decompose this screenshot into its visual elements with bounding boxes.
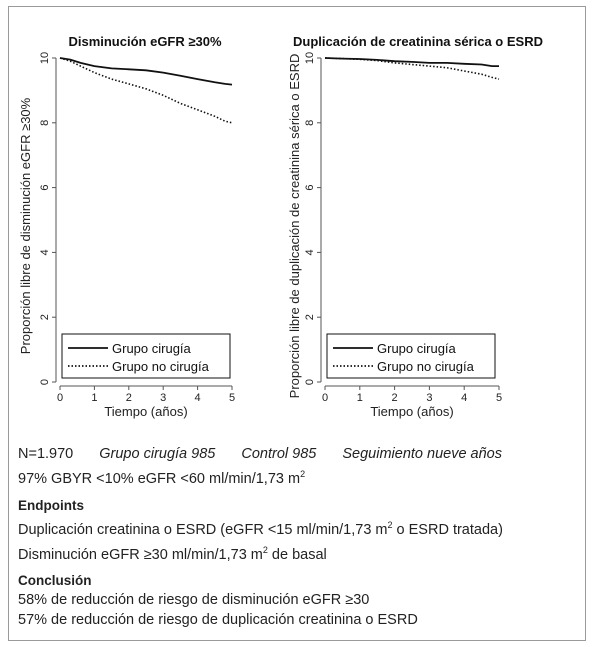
- conclusion-title: Conclusión: [18, 573, 92, 589]
- chart-egfr-x-tick-label: 5: [229, 392, 235, 404]
- chart-egfr-x-tick-label: 1: [91, 392, 97, 404]
- chart-creat-y-tick-label: 2: [304, 314, 316, 320]
- chart-egfr-y-axis-label: Proporción libre de disminución eGFR ≥30…: [18, 97, 33, 354]
- chart-egfr-legend-label: Grupo no cirugía: [112, 359, 210, 374]
- chart-egfr-x-axis-label: Tiempo (años): [104, 404, 187, 419]
- follow-up: Seguimiento nueve años: [342, 446, 502, 462]
- chart-creat-y-tick-label: 4: [304, 249, 316, 255]
- endpoints-title: Endpoints: [18, 497, 84, 513]
- chart-egfr-x-tick-label: 0: [57, 392, 63, 404]
- chart-creat-y-tick-label: 0: [304, 379, 316, 385]
- endpoint-1-end: o ESRD tratada): [392, 521, 503, 538]
- chart-creat-y-tick-label: 8: [304, 120, 316, 126]
- chart-egfr-series-cirugia-line: [59, 57, 233, 86]
- chart-creat-x-axis-label: Tiempo (años): [370, 404, 453, 419]
- population-text: 97% GBYR <10% eGFR <60 ml/min/1,73 m: [18, 470, 301, 487]
- endpoint-2: Disminución eGFR ≥30 ml/min/1,73 m2 de b…: [18, 540, 578, 565]
- endpoint-2-end: de basal: [267, 546, 327, 563]
- chart-creat-x-tick-label: 5: [496, 392, 502, 404]
- charts-area: Disminución eGFR ≥30%0 1 2 3 4 50246810Tiempo…: [18, 34, 543, 419]
- figure-frame: [8, 6, 586, 641]
- chart-creat-y-tick-label: 10: [304, 52, 316, 64]
- chart-egfr-y-tick-label: 10: [39, 52, 51, 64]
- chart-creat-legend-box: [326, 333, 496, 379]
- endpoint-1-sup: 2: [387, 519, 393, 530]
- chart-creat-x-tick-label: 3: [426, 392, 432, 404]
- chart-egfr-y-tick-label: 0: [39, 379, 51, 385]
- chart-creat-x-tick-label: 1: [357, 392, 363, 404]
- chart-creat-x-tick-label: 4: [461, 392, 467, 404]
- chart-creat-legend-label: Grupo cirugía: [377, 341, 457, 356]
- chart-egfr-x-tick-label: 2: [126, 392, 132, 404]
- sample-size: N=1.970: [18, 446, 74, 462]
- control-group: Control 985: [241, 446, 317, 462]
- surgery-group: Grupo cirugía 985: [99, 446, 216, 462]
- chart-egfr-legend-label: Grupo cirugía: [112, 341, 192, 356]
- endpoint-2-sup: 2: [262, 544, 268, 555]
- chart-egfr-legend-box: [61, 333, 231, 379]
- chart-creat-series-cirugia-line: [324, 57, 499, 67]
- chart-creat-y-tick-label: 6: [304, 185, 316, 191]
- endpoint-1-text: Duplicación creatinina o ESRD (eGFR <15 …: [18, 521, 388, 538]
- chart-egfr-title: Disminución eGFR ≥30%: [68, 34, 221, 49]
- chart-creat-x-tick-label: 2: [392, 392, 398, 404]
- chart-egfr-x-tick-label: 3: [160, 392, 166, 404]
- population-description: 97% GBYR <10% eGFR <60 ml/min/1,73 m2: [18, 464, 578, 489]
- conclusion-1: 58% de reducción de riesgo de disminució…: [18, 592, 370, 609]
- chart-egfr-y-tick-label: 4: [39, 249, 51, 255]
- chart-egfr-y-tick-label: 8: [39, 120, 51, 126]
- chart-egfr-y-tick-label: 6: [39, 185, 51, 191]
- chart-creat-title: Duplicación de creatinina sérica o ESRD: [293, 34, 543, 49]
- chart-egfr-series-no-cirugia-line: [59, 57, 233, 124]
- chart-egfr-x-tick-label: 4: [195, 392, 201, 404]
- chart-creat-series-no-cirugia-line: [324, 57, 500, 80]
- conclusion-2: 57% de reducción de riesgo de duplicació…: [18, 612, 418, 629]
- population-sup: 2: [300, 469, 306, 479]
- info-panel: N=1.970 Grupo cirugía 985 Control 985 Se…: [18, 434, 578, 630]
- study-summary: N=1.970 Grupo cirugía 985 Control 985 Se…: [18, 444, 578, 464]
- chart-creat-y-axis-label: Proporción libre de duplicación de creat…: [287, 54, 302, 399]
- chart-egfr-y-tick-label: 2: [39, 314, 51, 320]
- endpoint-1: Duplicación creatinina o ESRD (eGFR <15 …: [18, 515, 578, 540]
- endpoint-2-text: Disminución eGFR ≥30 ml/min/1,73 m: [18, 546, 263, 563]
- chart-creat-legend-label: Grupo no cirugía: [377, 359, 475, 374]
- chart-creat-x-tick-label: 0: [322, 392, 328, 404]
